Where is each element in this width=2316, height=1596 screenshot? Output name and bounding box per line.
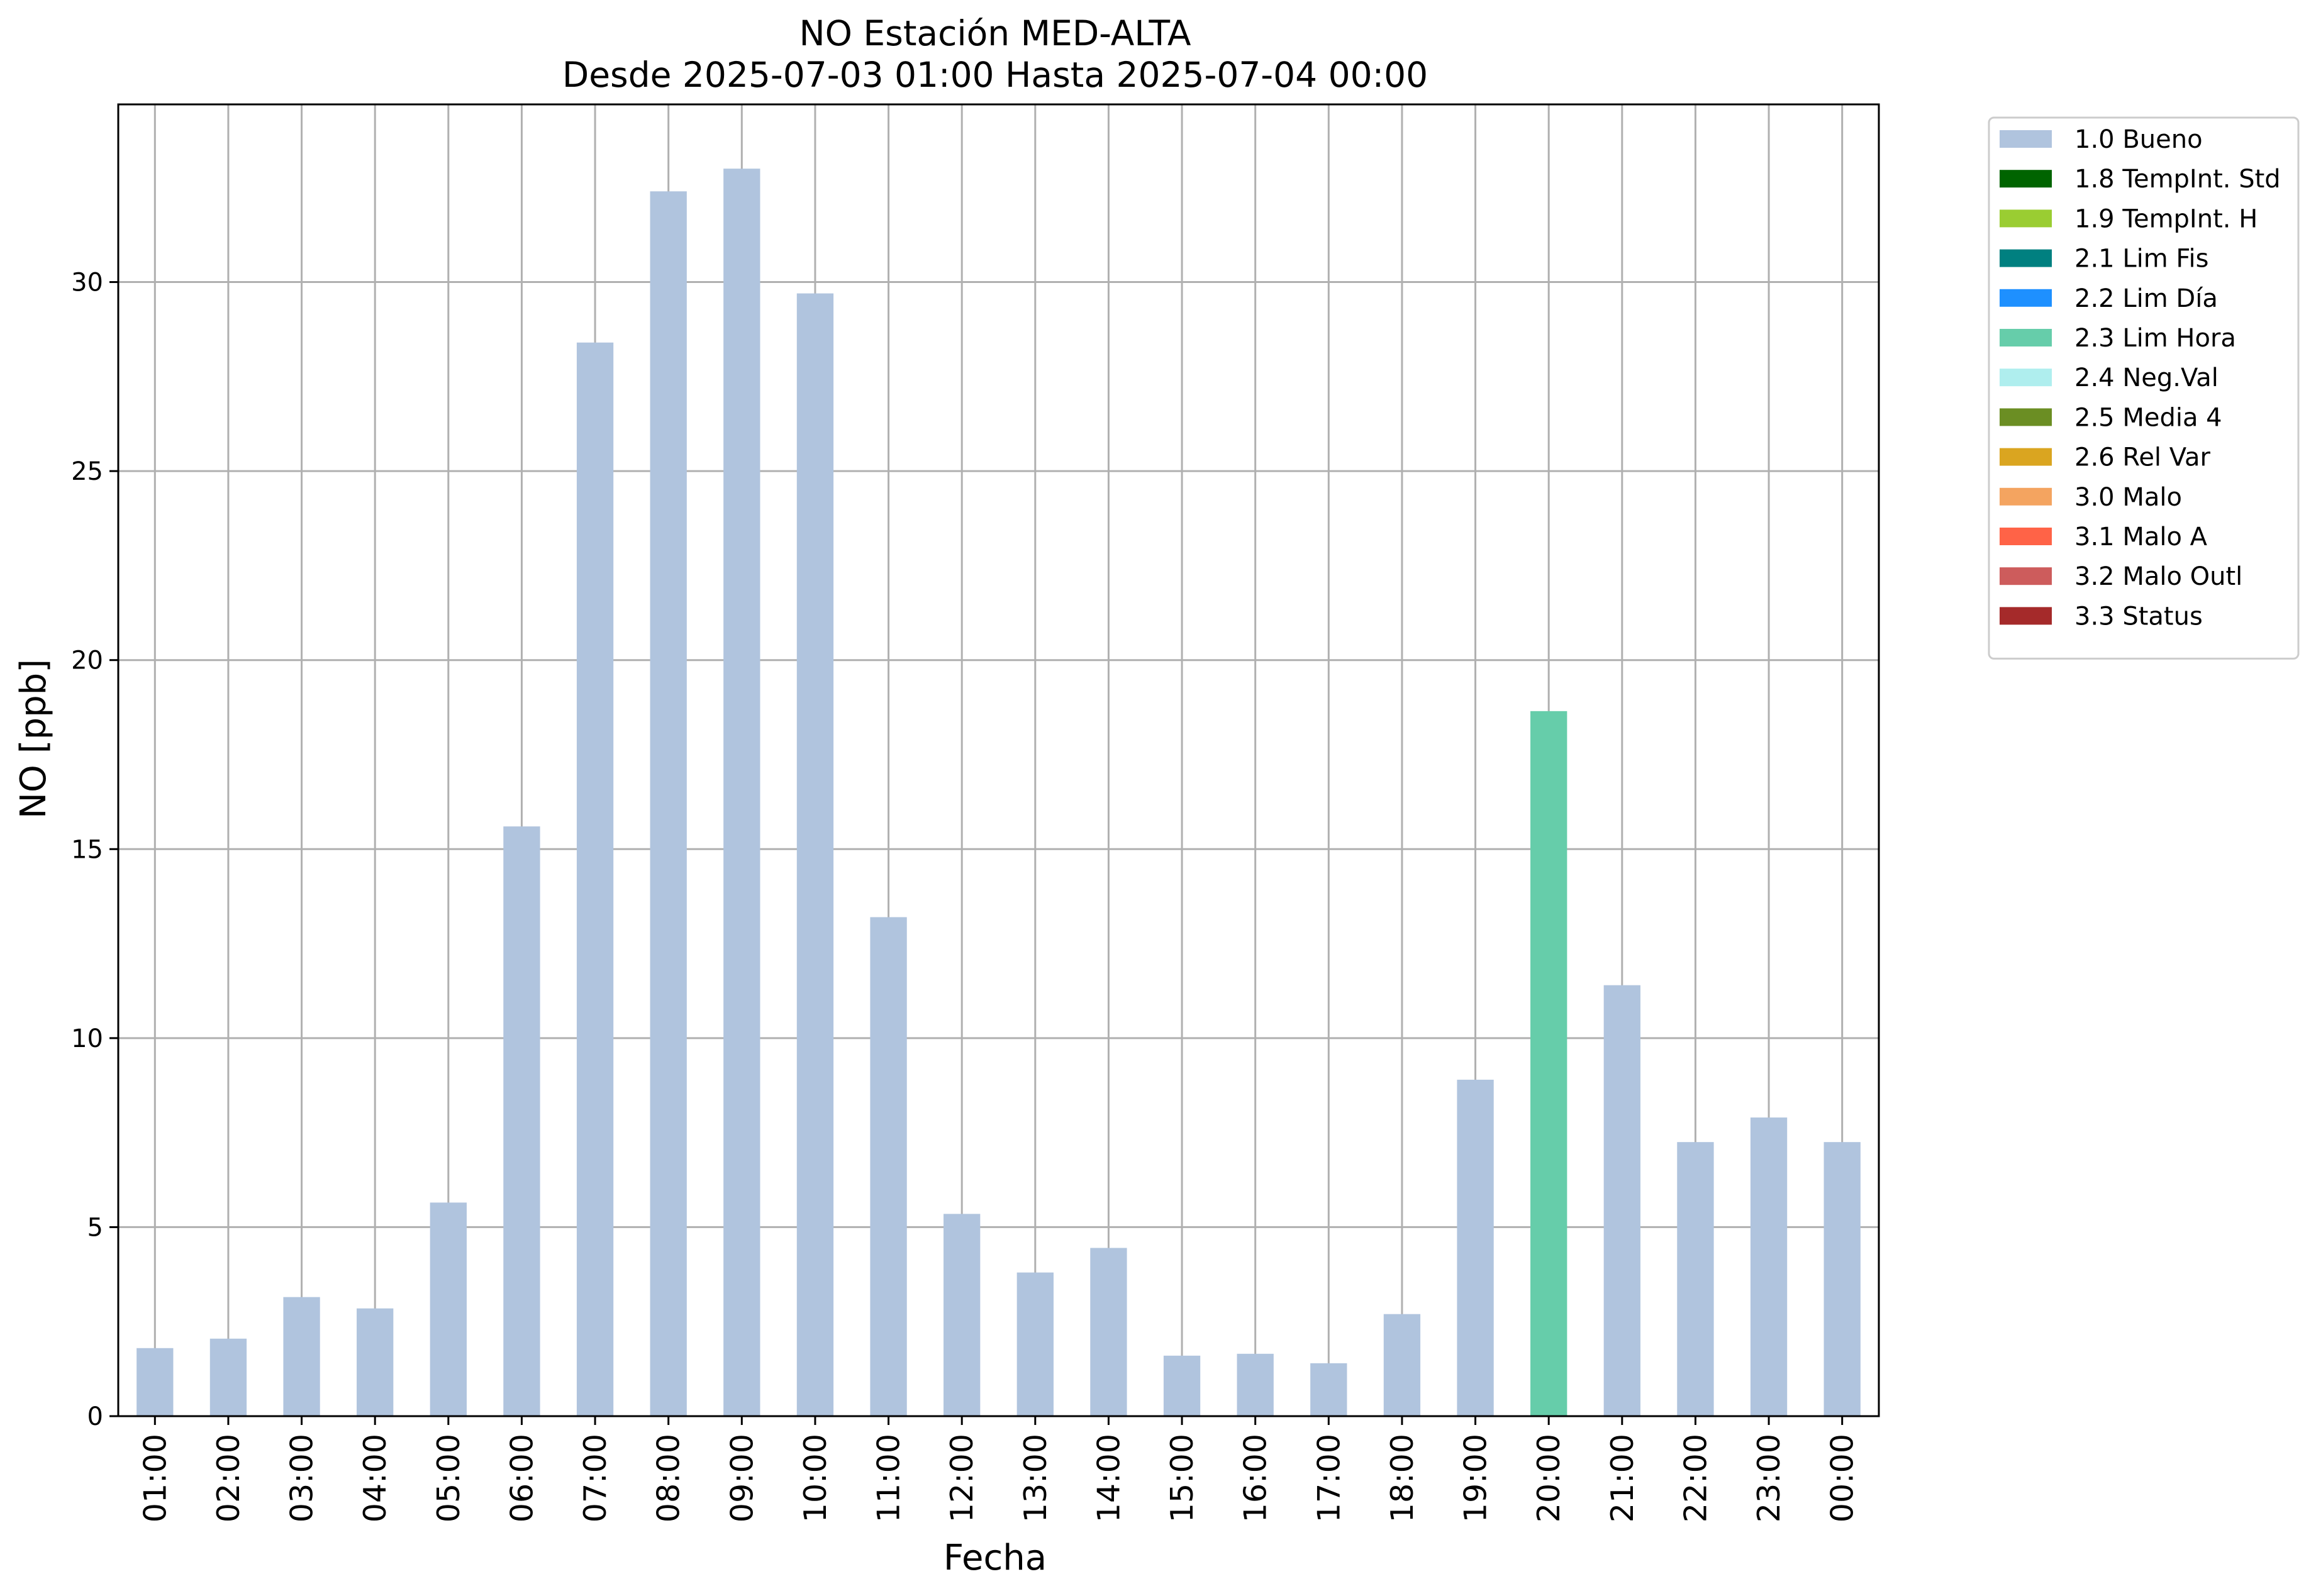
legend-swatch (2000, 448, 2052, 466)
legend-label: 2.6 Rel Var (2074, 443, 2211, 472)
axes: 0 5 10 15 20 25 30 01:00 02:00 03:00 04:00 05:00 06:… (71, 103, 1880, 1522)
bar-1700 (1310, 1363, 1347, 1416)
bar-0100 (136, 1348, 174, 1416)
bar-1300 (1016, 1272, 1054, 1416)
x-tick-label: 11:00 (871, 1434, 907, 1522)
bar-1800 (1383, 1314, 1421, 1416)
bars (136, 169, 1861, 1417)
bar-1200 (944, 1214, 981, 1416)
x-tick-label: 02:00 (211, 1434, 247, 1522)
legend-label: 3.3 Status (2074, 602, 2203, 631)
x-tick-label: 21:00 (1605, 1434, 1640, 1522)
x-tick-label: 12:00 (944, 1434, 980, 1522)
x-tick-label: 08:00 (651, 1434, 687, 1522)
bar-1600 (1237, 1353, 1274, 1416)
legend-swatch (2000, 487, 2052, 506)
legend-swatch (2000, 329, 2052, 346)
legend-swatch (2000, 249, 2052, 267)
bar-2000 (1530, 711, 1567, 1416)
x-tick-label: 05:00 (431, 1434, 467, 1522)
legend-swatch (2000, 289, 2052, 307)
legend-label: 3.1 Malo A (2074, 523, 2208, 551)
bar-1400 (1090, 1248, 1127, 1416)
legend-swatch (2000, 408, 2052, 426)
y-tick-label: 15 (71, 835, 103, 864)
x-tick-label: 03:00 (284, 1434, 320, 1522)
legend-swatch (2000, 369, 2052, 387)
chart-subtitle: Desde 2025-07-03 01:00 Hasta 2025-07-04 … (562, 55, 1428, 95)
legend-swatch (2000, 130, 2052, 148)
legend-label: 3.0 Malo (2074, 483, 2182, 512)
legend-label: 3.2 Malo Outl (2074, 562, 2242, 591)
y-tick-label: 5 (87, 1213, 103, 1242)
y-axis-label: NO [ppb] (13, 659, 54, 819)
legend-swatch (2000, 528, 2052, 545)
x-tick-label: 01:00 (137, 1434, 173, 1522)
bar-2100 (1603, 985, 1640, 1416)
y-tick-label: 25 (71, 457, 103, 486)
bar-2300 (1750, 1117, 1788, 1416)
bar-0900 (723, 169, 760, 1417)
x-tick-label: 00:00 (1825, 1434, 1861, 1522)
bar-0600 (503, 826, 540, 1416)
legend-box (1988, 116, 2300, 660)
bar-0000 (1823, 1142, 1861, 1416)
bar-0800 (650, 191, 687, 1416)
x-tick-label: 07:00 (577, 1434, 613, 1522)
legend-label: 2.1 Lim Fis (2074, 245, 2208, 274)
y-tick-label: 30 (71, 269, 103, 297)
legend-label: 2.3 Lim Hora (2074, 324, 2236, 353)
legend-swatch (2000, 607, 2052, 625)
legend-swatch (2000, 170, 2052, 188)
x-tick-label: 19:00 (1458, 1434, 1494, 1522)
x-tick-label: 16:00 (1238, 1434, 1274, 1522)
legend-swatch (2000, 209, 2052, 228)
bar-0500 (430, 1202, 467, 1416)
x-tick-label: 17:00 (1311, 1434, 1347, 1522)
x-axis-label: Fecha (944, 1538, 1047, 1578)
x-tick-label: 06:00 (504, 1434, 540, 1522)
x-tick-label: 20:00 (1531, 1434, 1567, 1522)
legend-label: 2.4 Neg.Val (2074, 363, 2219, 392)
x-tick-label: 14:00 (1091, 1434, 1127, 1522)
bar-0400 (357, 1308, 394, 1416)
legend-swatch (2000, 567, 2052, 585)
bar-1500 (1163, 1355, 1201, 1416)
legend-label: 1.8 TempInt. Std (2074, 165, 2281, 194)
x-tick-label: 13:00 (1018, 1434, 1054, 1522)
x-tick-label: 22:00 (1678, 1434, 1713, 1522)
bar-1000 (796, 293, 834, 1416)
x-tick-label: 23:00 (1751, 1434, 1787, 1522)
bar-2200 (1677, 1142, 1714, 1416)
legend-label: 2.5 Media 4 (2074, 403, 2222, 432)
x-tick-label: 18:00 (1384, 1434, 1420, 1522)
legend: 1.0 Bueno 1.8 TempInt. Std 1.9 TempInt. H 2… (1988, 116, 2300, 660)
legend-label: 1.9 TempInt. H (2074, 204, 2258, 233)
y-tick-label: 10 (71, 1024, 103, 1053)
bar-1900 (1457, 1079, 1494, 1416)
plot-frame (117, 103, 1880, 1417)
x-tick-label: 09:00 (724, 1434, 760, 1522)
y-tick-label: 0 (87, 1402, 103, 1431)
bar-0300 (283, 1297, 320, 1416)
legend-label: 1.0 Bueno (2074, 125, 2203, 154)
x-tick-label: 15:00 (1164, 1434, 1200, 1522)
x-tick-label: 10:00 (798, 1434, 833, 1522)
bar-0700 (576, 342, 614, 1416)
y-tick-label: 20 (71, 646, 103, 675)
legend-label: 2.2 Lim Día (2074, 284, 2218, 313)
bar-0200 (209, 1338, 247, 1416)
chart-title: NO Estación MED-ALTA (799, 13, 1191, 53)
x-tick-label: 04:00 (357, 1434, 393, 1522)
bar-1100 (870, 917, 907, 1416)
